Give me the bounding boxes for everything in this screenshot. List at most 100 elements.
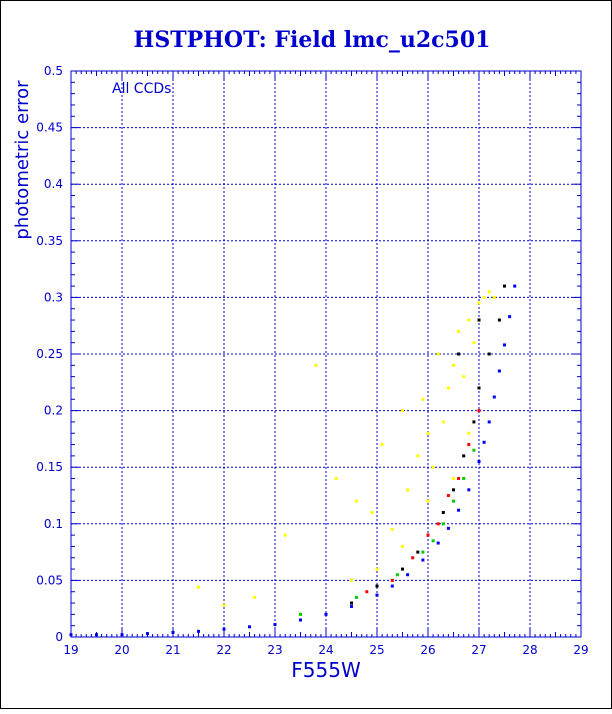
green-data-point <box>299 612 302 616</box>
y-tick-label: 0.3 <box>44 290 63 304</box>
black-data-point <box>401 567 404 571</box>
yellow-data-point <box>370 510 374 514</box>
y-tick-label: 0.1 <box>44 517 63 531</box>
yellow-data-point <box>401 544 404 548</box>
yellow-data-point <box>446 386 450 390</box>
x-tick-label: 29 <box>573 643 588 657</box>
yellow-data-point <box>355 499 359 503</box>
black-data-point <box>416 550 420 554</box>
blue-data-point <box>482 440 486 444</box>
green-data-point <box>462 477 466 481</box>
y-tick-labels: 0 0.05 0.1 0.15 0.2 0.25 0.3 0.35 0.4 0.45 0.5 <box>36 64 63 644</box>
plot-frame <box>70 70 582 638</box>
yellow-data-point <box>334 477 338 481</box>
blue-data-point <box>513 284 517 288</box>
x-tick-label: 28 <box>522 643 537 657</box>
y-tick-label: 0.5 <box>44 64 63 78</box>
blue-data-point <box>273 623 277 627</box>
blue-data-point <box>497 369 501 373</box>
black-data-point <box>375 584 379 588</box>
blue-data-point <box>350 604 353 608</box>
y-tick-label: 0.35 <box>36 234 63 248</box>
blue-data-point <box>436 541 440 545</box>
y-tick-label: 0.25 <box>36 347 63 361</box>
y-axis-label: photometric error <box>12 80 33 240</box>
red-data-point <box>457 477 461 481</box>
yellow-data-point <box>375 567 379 571</box>
black-data-point <box>457 352 461 356</box>
green-data-point <box>395 573 399 577</box>
black-data-point <box>503 284 506 288</box>
blue-data-point <box>508 315 512 319</box>
green-data-point <box>452 499 455 503</box>
blue-data-point <box>446 526 450 530</box>
blue-data-point <box>503 343 506 347</box>
blue-data-point <box>299 618 302 622</box>
yellow-data-point <box>487 290 491 294</box>
red-data-point <box>467 443 471 447</box>
yellow-data-point <box>482 295 486 299</box>
yellow-data-point <box>283 533 287 537</box>
x-tick-label: 27 <box>471 643 486 657</box>
yellow-data-point <box>452 477 455 481</box>
yellow-data-point <box>416 454 420 458</box>
yellow-data-point <box>253 595 257 599</box>
x-tick-label: 24 <box>318 643 333 657</box>
x-tick-label: 21 <box>165 643 180 657</box>
red-data-point <box>426 533 430 537</box>
x-tick-label: 19 <box>63 643 78 657</box>
yellow-data-point <box>401 409 404 413</box>
yellow-data-point <box>431 465 435 469</box>
black-data-point <box>497 318 501 322</box>
yellow-data-point <box>441 420 445 424</box>
x-tick-label: 20 <box>114 643 129 657</box>
yellow-data-point <box>457 329 461 333</box>
yellow-data-point <box>436 352 440 356</box>
yellow-data-point <box>421 397 425 401</box>
y-tick-label: 0.05 <box>36 573 63 587</box>
blue-data-point <box>197 629 200 633</box>
yellow-data-point <box>390 527 394 531</box>
black-data-point <box>487 352 491 356</box>
yellow-data-point <box>472 341 476 345</box>
black-data-point <box>441 510 445 514</box>
black-data-point <box>477 318 481 322</box>
black-data-point <box>452 488 455 492</box>
blue-data-point <box>248 625 251 629</box>
y-tick-label: 0.2 <box>44 404 63 418</box>
yellow-data-point <box>406 488 410 492</box>
yellow-data-point <box>222 603 226 607</box>
x-tick-labels: 19 20 21 22 23 24 25 26 27 28 29 <box>63 643 588 657</box>
yellow-data-point <box>452 363 455 367</box>
red-data-point <box>446 494 450 497</box>
blue-data-point <box>406 573 410 577</box>
blue-data-point <box>467 488 471 492</box>
red-data-point <box>436 522 440 526</box>
x-tick-label: 25 <box>369 643 384 657</box>
yellow-data-point <box>467 431 471 435</box>
green-data-point <box>431 539 435 543</box>
x-axis-label: F555W <box>291 658 361 682</box>
green-data-point <box>441 522 445 526</box>
axis-frame <box>70 70 582 638</box>
yellow-data-point <box>462 375 466 379</box>
red-data-point <box>365 590 369 594</box>
blue-data-point <box>324 612 328 616</box>
yellow-data-point <box>492 295 496 299</box>
black-data-point <box>477 386 481 390</box>
chart-title: HSTPHOT: Field lmc_u2c501 <box>134 27 491 53</box>
yellow-data-point <box>467 318 471 322</box>
y-tick-label: 0 <box>55 630 63 644</box>
red-data-point <box>390 578 394 582</box>
yellow-data-point <box>426 431 430 435</box>
y-tick-label: 0.15 <box>36 460 63 474</box>
yellow-data-point <box>197 585 200 589</box>
green-data-point <box>355 595 359 599</box>
x-tick-label: 26 <box>420 643 435 657</box>
y-tick-label: 0.45 <box>36 121 63 135</box>
green-data-point <box>472 448 476 452</box>
red-data-point <box>477 409 481 413</box>
yellow-data-point <box>350 578 353 582</box>
